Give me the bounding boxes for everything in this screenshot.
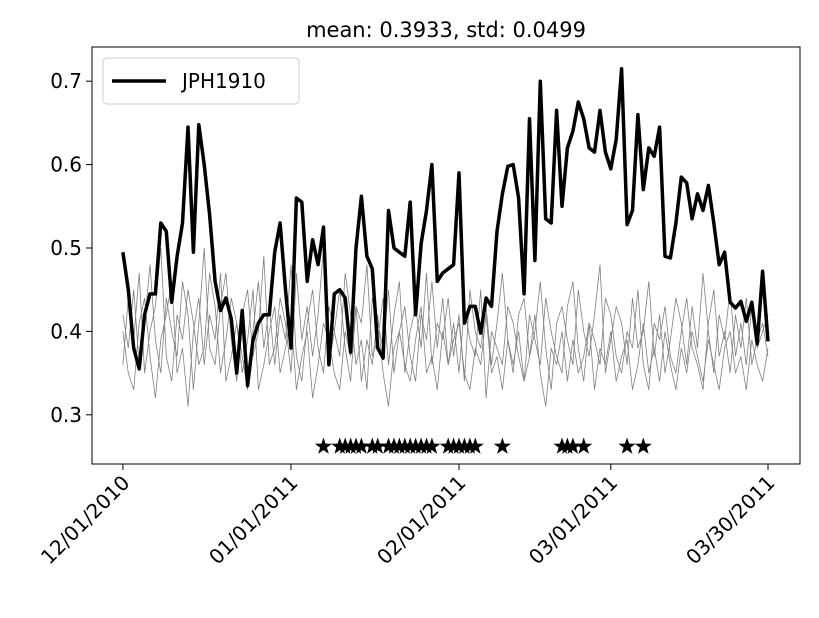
legend-label: JPH1910 (180, 69, 266, 93)
plot-frame (91, 46, 801, 465)
y-tick-label: 0.4 (50, 319, 82, 343)
plot (121, 66, 770, 454)
x-tick-label: 03/01/2011 (524, 471, 622, 569)
star-marker (564, 437, 582, 454)
star-marker (493, 437, 511, 454)
x-tick-label: 02/01/2011 (372, 471, 470, 569)
chart-title: mean: 0.3933, std: 0.0499 (306, 18, 586, 42)
x-tick-label: 03/30/2011 (681, 471, 779, 569)
y-tick-label: 0.7 (50, 69, 82, 93)
ensemble-line (122, 272, 769, 407)
ensemble-line (122, 247, 769, 390)
star-marker (634, 437, 652, 454)
ensemble-line (122, 247, 769, 399)
y-tick-label: 0.6 (50, 153, 82, 177)
x-tick-label: 12/01/2010 (36, 471, 134, 569)
star-marker (423, 437, 441, 454)
star-marker (369, 437, 387, 454)
star-marker (352, 437, 370, 454)
star-marker (466, 437, 484, 454)
y-tick-label: 0.5 (50, 236, 82, 260)
star-marker (314, 437, 332, 454)
x-tick-label: 01/01/2011 (204, 471, 302, 569)
star-marker (575, 437, 593, 454)
star-marker (618, 437, 636, 454)
y-tick-label: 0.3 (50, 403, 82, 427)
series-line (121, 66, 770, 388)
legend-box (102, 57, 300, 105)
